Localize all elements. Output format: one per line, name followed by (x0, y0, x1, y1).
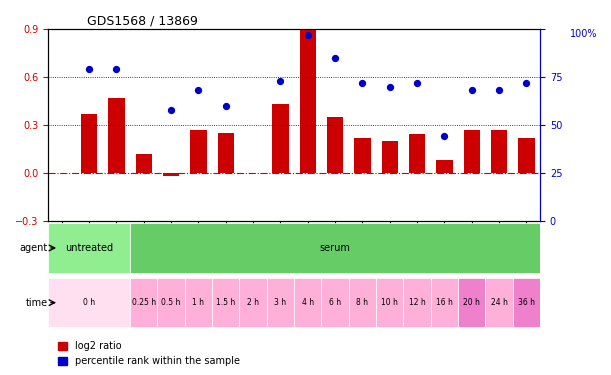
FancyBboxPatch shape (431, 278, 458, 327)
Bar (518, 138, 535, 173)
Bar (436, 160, 453, 173)
Text: 4 h: 4 h (302, 298, 314, 307)
Point (439, 134, 449, 140)
Bar (409, 135, 425, 173)
Text: 24 h: 24 h (491, 298, 508, 307)
FancyBboxPatch shape (267, 278, 294, 327)
FancyBboxPatch shape (376, 278, 403, 327)
Text: 20 h: 20 h (463, 298, 480, 307)
FancyBboxPatch shape (158, 278, 185, 327)
FancyBboxPatch shape (48, 278, 130, 327)
Legend: log2 ratio, percentile rank within the sample: log2 ratio, percentile rank within the s… (54, 338, 244, 370)
FancyBboxPatch shape (130, 278, 158, 327)
Text: agent: agent (20, 243, 48, 253)
Bar (299, 29, 316, 173)
Text: 0.25 h: 0.25 h (132, 298, 156, 307)
FancyBboxPatch shape (349, 278, 376, 327)
Bar (218, 133, 234, 173)
FancyBboxPatch shape (513, 278, 540, 327)
Bar (136, 154, 152, 173)
FancyBboxPatch shape (130, 224, 540, 273)
Text: 2 h: 2 h (247, 298, 259, 307)
Bar (464, 130, 480, 173)
Point (357, 80, 367, 86)
Bar (190, 130, 207, 173)
Text: 36 h: 36 h (518, 298, 535, 307)
Text: serum: serum (320, 243, 351, 253)
Bar (273, 104, 288, 173)
Text: 16 h: 16 h (436, 298, 453, 307)
FancyBboxPatch shape (321, 278, 349, 327)
Text: 0.5 h: 0.5 h (161, 298, 181, 307)
Point (467, 87, 477, 93)
Bar (327, 117, 343, 173)
Point (221, 103, 230, 109)
FancyBboxPatch shape (294, 278, 321, 327)
Text: 6 h: 6 h (329, 298, 341, 307)
Text: 12 h: 12 h (409, 298, 425, 307)
Text: 1 h: 1 h (192, 298, 205, 307)
Text: untreated: untreated (65, 243, 113, 253)
Point (112, 66, 122, 72)
FancyBboxPatch shape (240, 278, 267, 327)
Point (276, 78, 285, 84)
Bar (381, 141, 398, 173)
Bar (163, 173, 179, 176)
Text: 10 h: 10 h (381, 298, 398, 307)
FancyBboxPatch shape (458, 278, 485, 327)
FancyBboxPatch shape (485, 278, 513, 327)
Bar (108, 98, 125, 173)
Text: 3 h: 3 h (274, 298, 287, 307)
Text: 1.5 h: 1.5 h (216, 298, 235, 307)
Text: GDS1568 / 13869: GDS1568 / 13869 (87, 15, 199, 28)
Point (412, 80, 422, 86)
Point (522, 80, 532, 86)
Text: 8 h: 8 h (356, 298, 368, 307)
FancyBboxPatch shape (403, 278, 431, 327)
FancyBboxPatch shape (212, 278, 240, 327)
Bar (81, 114, 97, 173)
Point (84, 66, 94, 72)
Text: 0 h: 0 h (83, 298, 95, 307)
Point (330, 55, 340, 61)
Bar (354, 138, 371, 173)
FancyBboxPatch shape (48, 224, 130, 273)
Bar (491, 130, 507, 173)
Text: time: time (26, 298, 48, 307)
Point (166, 106, 176, 112)
Text: 100%: 100% (569, 29, 597, 39)
Point (194, 87, 203, 93)
Point (385, 84, 395, 90)
Point (303, 32, 313, 38)
FancyBboxPatch shape (185, 278, 212, 327)
Point (494, 87, 504, 93)
